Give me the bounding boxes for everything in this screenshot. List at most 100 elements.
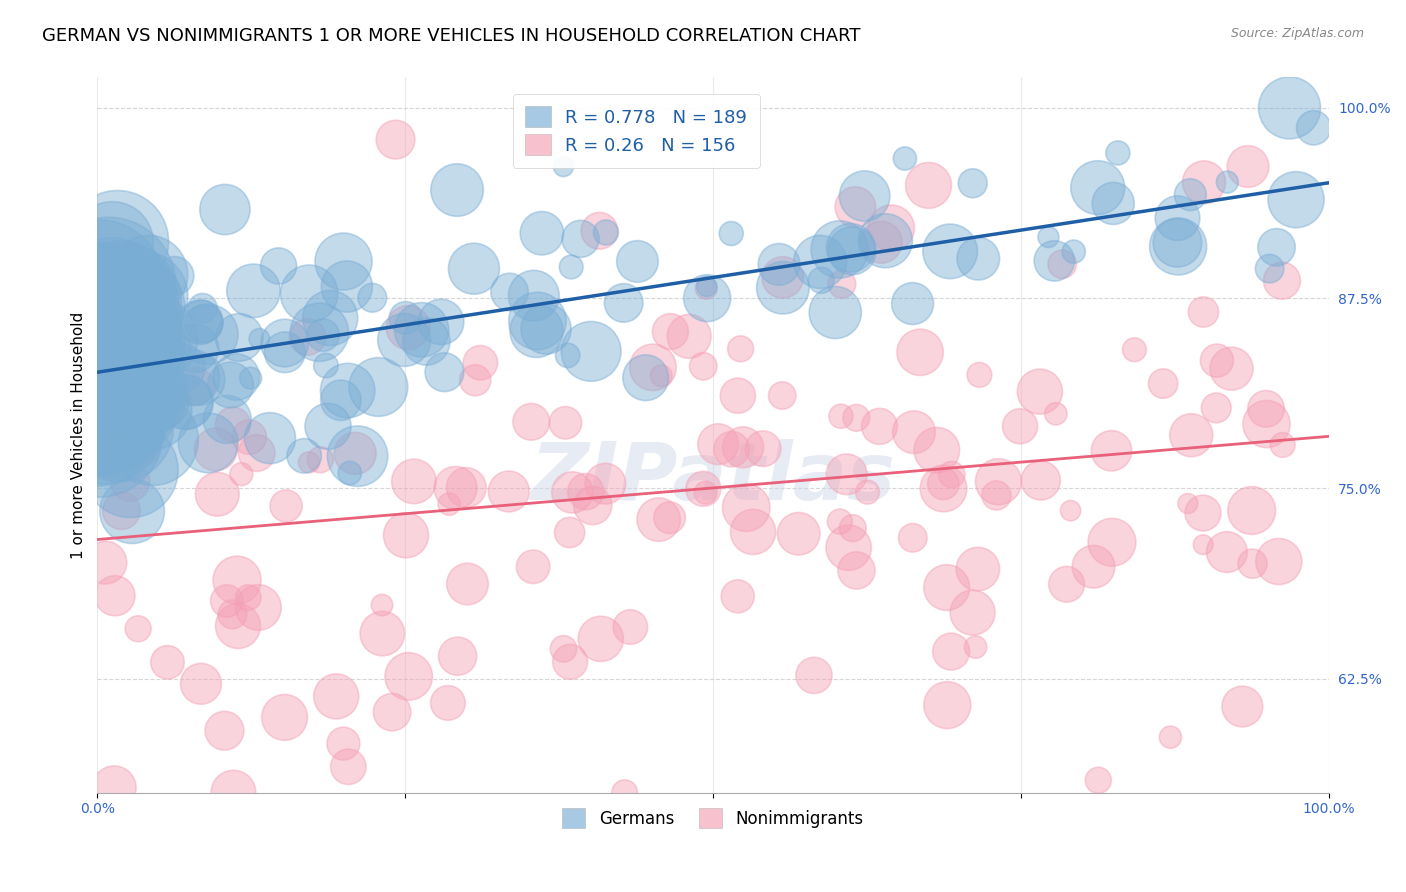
Point: [396, 320, 419, 334]
Point: [534, 322, 557, 336]
Point: [238, 591, 260, 605]
Point: [520, 415, 543, 429]
Point: [828, 243, 851, 257]
Point: [90, 301, 112, 316]
Point: [91, 384, 114, 399]
Point: [803, 668, 825, 682]
Point: [94, 556, 117, 570]
Point: [226, 573, 249, 587]
Point: [1241, 557, 1264, 571]
Point: [131, 349, 153, 363]
Point: [97, 409, 120, 423]
Point: [87, 318, 110, 332]
Point: [191, 301, 214, 315]
Point: [554, 416, 576, 430]
Point: [908, 345, 931, 359]
Point: [870, 235, 893, 250]
Point: [901, 296, 924, 310]
Point: [965, 640, 987, 654]
Point: [1240, 503, 1263, 517]
Point: [222, 417, 245, 432]
Point: [166, 342, 188, 356]
Point: [941, 467, 963, 482]
Point: [87, 371, 110, 385]
Point: [523, 288, 546, 302]
Point: [115, 428, 138, 442]
Point: [100, 293, 122, 308]
Point: [163, 268, 186, 283]
Point: [1271, 438, 1294, 452]
Point: [127, 300, 149, 314]
Point: [582, 499, 605, 513]
Point: [464, 373, 486, 387]
Point: [1123, 343, 1146, 357]
Point: [108, 296, 131, 310]
Point: [579, 344, 602, 359]
Point: [97, 356, 120, 370]
Point: [142, 395, 165, 409]
Point: [678, 329, 700, 343]
Point: [1043, 253, 1066, 268]
Point: [560, 260, 582, 274]
Point: [149, 394, 172, 409]
Point: [446, 649, 468, 664]
Point: [124, 403, 146, 417]
Point: [336, 279, 359, 293]
Point: [1087, 773, 1109, 788]
Point: [96, 441, 118, 455]
Point: [1029, 384, 1052, 399]
Point: [297, 330, 319, 344]
Point: [1265, 240, 1288, 254]
Point: [1167, 239, 1189, 253]
Point: [156, 655, 179, 669]
Point: [180, 370, 202, 384]
Point: [91, 349, 114, 363]
Point: [228, 330, 250, 344]
Point: [193, 317, 215, 331]
Point: [87, 423, 110, 437]
Point: [1285, 193, 1308, 207]
Point: [731, 440, 754, 454]
Point: [619, 620, 641, 634]
Point: [273, 336, 295, 351]
Point: [553, 641, 575, 656]
Point: [114, 429, 136, 443]
Point: [149, 384, 172, 398]
Point: [89, 387, 111, 401]
Point: [433, 365, 456, 379]
Point: [839, 241, 862, 255]
Point: [183, 341, 205, 355]
Point: [727, 590, 749, 604]
Point: [828, 515, 851, 529]
Point: [131, 354, 153, 368]
Point: [105, 369, 128, 384]
Point: [93, 418, 115, 433]
Point: [842, 521, 865, 535]
Point: [87, 442, 110, 456]
Point: [274, 499, 297, 513]
Point: [239, 371, 262, 385]
Point: [845, 410, 868, 425]
Point: [575, 484, 598, 499]
Point: [659, 325, 682, 339]
Point: [329, 393, 352, 408]
Point: [1192, 506, 1215, 520]
Point: [925, 443, 948, 458]
Point: [770, 388, 793, 402]
Point: [98, 428, 121, 442]
Point: [1059, 503, 1081, 517]
Point: [108, 421, 131, 435]
Point: [1038, 230, 1060, 244]
Point: [869, 419, 891, 434]
Point: [214, 202, 236, 217]
Point: [1256, 417, 1278, 431]
Point: [1045, 407, 1067, 421]
Point: [98, 372, 121, 386]
Point: [1192, 175, 1215, 189]
Point: [246, 446, 269, 460]
Point: [1050, 257, 1073, 271]
Point: [118, 343, 141, 357]
Text: ZIPatlas: ZIPatlas: [530, 439, 896, 517]
Point: [127, 622, 149, 636]
Point: [969, 368, 991, 382]
